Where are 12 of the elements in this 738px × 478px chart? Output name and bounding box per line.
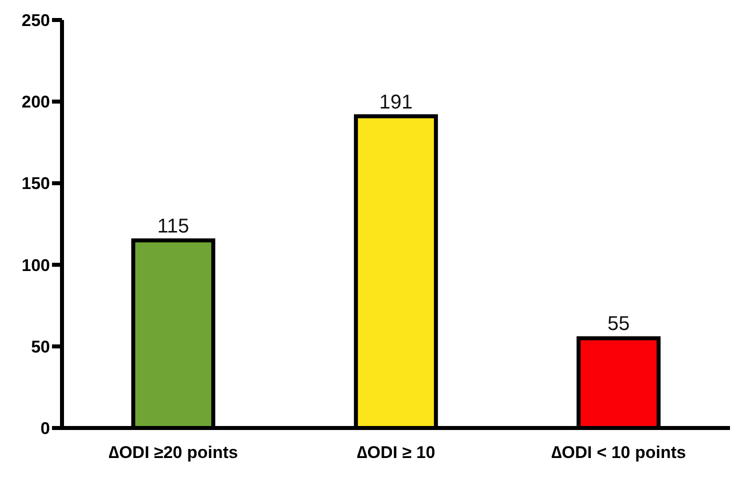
data-label: 191: [379, 91, 413, 114]
y-tick-label: 100: [22, 256, 50, 275]
y-tick-label: 250: [22, 11, 50, 30]
data-label: 55: [607, 313, 630, 336]
x-tick-label: ∆ODI ≥ 10: [356, 443, 436, 462]
x-tick-label: ∆ODI < 10 points: [551, 443, 686, 462]
y-tick-label: 0: [40, 419, 50, 438]
y-tick-label: 200: [22, 92, 50, 112]
data-label: 115: [157, 215, 190, 238]
x-tick-label: ∆ODI ≥20 points: [108, 443, 238, 462]
y-tick-label: 50: [31, 337, 50, 356]
y-tick-label: 150: [22, 174, 50, 194]
